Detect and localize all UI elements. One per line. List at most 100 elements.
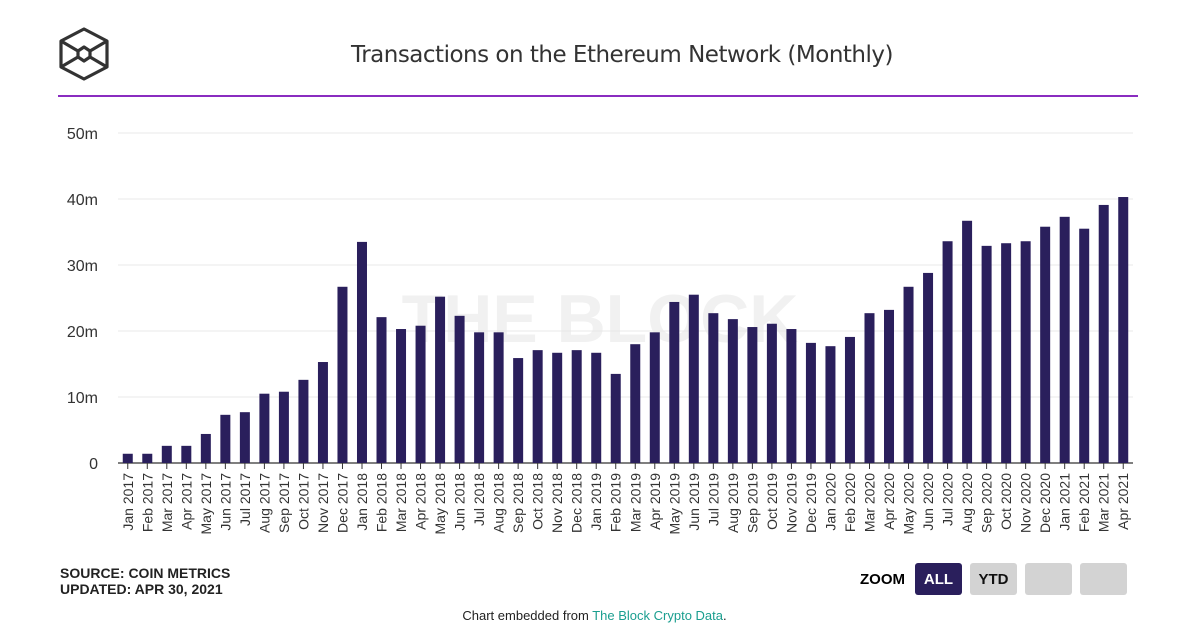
x-tick-label: Mar 2020 (861, 473, 877, 532)
bar[interactable] (396, 329, 407, 463)
x-tick-label: Oct 2018 (530, 473, 546, 530)
bar[interactable] (844, 336, 855, 463)
bar[interactable] (1118, 197, 1129, 463)
x-tick-label: Jan 2018 (354, 473, 370, 531)
x-tick-label: Feb 2020 (842, 473, 858, 532)
bar[interactable] (142, 453, 153, 463)
x-tick-label: Apr 2019 (647, 473, 663, 530)
bar[interactable] (435, 296, 446, 463)
bar[interactable] (708, 313, 719, 463)
bar[interactable] (1059, 216, 1070, 463)
x-tick-label: Jul 2020 (940, 473, 956, 526)
bar[interactable] (1079, 228, 1090, 463)
bar[interactable] (181, 445, 192, 463)
zoom-button-3[interactable] (1025, 563, 1072, 595)
x-tick-label: Jan 2021 (1057, 473, 1073, 531)
bar[interactable] (747, 327, 758, 463)
bar[interactable] (278, 391, 289, 463)
bar[interactable] (805, 342, 816, 463)
bar[interactable] (220, 414, 231, 463)
bar-chart: THE BLOCK Jan 2017 Feb 2017 Mar 2017 Apr 20… (67, 126, 1133, 535)
zoom-controls: ZOOM ALL YTD (860, 563, 1127, 595)
bar[interactable] (669, 301, 680, 463)
bar[interactable] (161, 445, 172, 463)
x-tick-label: Nov 2018 (549, 473, 565, 533)
x-tick-label: Jan 2019 (588, 473, 604, 531)
x-tick-label: Nov 2019 (783, 473, 799, 533)
bar[interactable] (884, 309, 895, 463)
bar[interactable] (239, 412, 250, 463)
bar[interactable] (649, 332, 660, 463)
zoom-all-button[interactable]: ALL (915, 563, 962, 595)
bar[interactable] (825, 346, 836, 463)
the-block-logo (59, 27, 109, 81)
embed-link[interactable]: The Block Crypto Data (592, 608, 723, 623)
zoom-ytd-button[interactable]: YTD (970, 563, 1017, 595)
updated-label: UPDATED: APR 30, 2021 (60, 581, 223, 597)
x-tick-label: Jan 2017 (120, 473, 136, 531)
bar[interactable] (415, 325, 426, 463)
bar[interactable] (903, 286, 914, 463)
y-tick-label: 0 (89, 456, 98, 473)
x-tick-label: Feb 2018 (374, 473, 390, 532)
bar[interactable] (200, 433, 211, 463)
x-tick-label: Dec 2018 (569, 473, 585, 533)
x-tick-label: Oct 2020 (998, 473, 1014, 530)
bar[interactable] (552, 352, 563, 463)
bar[interactable] (474, 332, 485, 463)
x-tick-label: Aug 2017 (256, 473, 272, 533)
bar[interactable] (532, 350, 543, 463)
bar[interactable] (962, 220, 973, 463)
bar[interactable] (1098, 204, 1109, 463)
x-tick-label: May 2018 (432, 473, 448, 535)
bar[interactable] (122, 453, 133, 463)
bar[interactable] (688, 294, 699, 463)
bar[interactable] (1040, 226, 1051, 463)
x-tick-label: Apr 2020 (881, 473, 897, 530)
x-tick-label: Jun 2017 (217, 473, 233, 531)
bar[interactable] (923, 272, 934, 463)
bar[interactable] (864, 313, 875, 463)
bar[interactable] (513, 358, 524, 463)
x-tick-label: Sep 2020 (979, 473, 995, 533)
bar[interactable] (259, 393, 270, 463)
x-tick-label: Sep 2019 (744, 473, 760, 533)
bar[interactable] (337, 286, 348, 463)
chart-title: Transactions on the Ethereum Network (Mo… (351, 42, 893, 68)
bar[interactable] (1001, 243, 1012, 463)
bar[interactable] (493, 332, 504, 463)
x-tick-label: Apr 2018 (413, 473, 429, 530)
x-tick-label: Feb 2019 (608, 473, 624, 532)
bar[interactable] (942, 241, 953, 463)
x-tick-label: Dec 2019 (803, 473, 819, 533)
bar[interactable] (571, 350, 582, 463)
bar[interactable] (591, 352, 602, 463)
bar[interactable] (298, 379, 309, 463)
x-tick-label: Mar 2017 (159, 473, 175, 532)
zoom-label: ZOOM (860, 570, 905, 588)
bar[interactable] (727, 319, 738, 463)
x-tick-label: Feb 2021 (1076, 473, 1092, 532)
embed-suffix: . (723, 608, 727, 623)
zoom-button-4[interactable] (1080, 563, 1127, 595)
x-tick-label: Jul 2018 (471, 473, 487, 526)
y-tick-label: 40m (67, 192, 98, 209)
y-tick-label: 10m (67, 390, 98, 407)
x-tick-label: Aug 2019 (725, 473, 741, 533)
x-tick-label: Jun 2018 (452, 473, 468, 531)
bar[interactable] (1020, 241, 1031, 463)
bar[interactable] (786, 329, 797, 463)
x-tick-label: Aug 2020 (959, 473, 975, 533)
bar[interactable] (766, 323, 777, 463)
x-tick-label: Jul 2017 (237, 473, 253, 526)
bar[interactable] (630, 344, 641, 463)
x-tick-label: Jul 2019 (705, 473, 721, 526)
bar[interactable] (376, 317, 387, 463)
x-tick-label: May 2017 (198, 473, 214, 535)
bar[interactable] (317, 362, 328, 463)
bar[interactable] (356, 241, 367, 463)
x-tick-label: Sep 2017 (276, 473, 292, 533)
bar[interactable] (454, 315, 465, 463)
bar[interactable] (981, 245, 992, 463)
bar[interactable] (610, 373, 621, 463)
